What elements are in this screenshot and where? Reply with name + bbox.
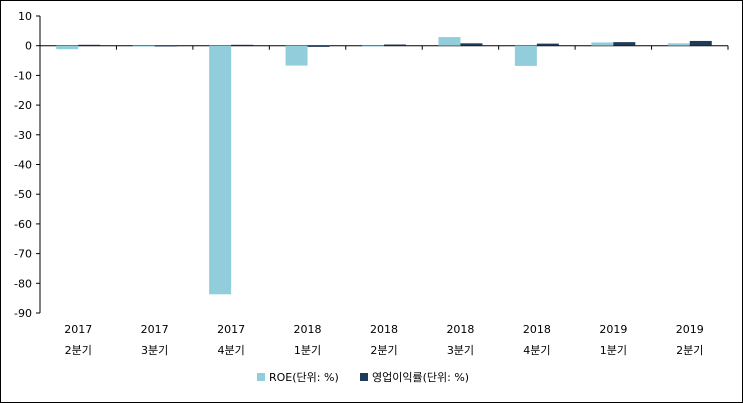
x-category-quarter: 3분기 — [141, 344, 168, 357]
y-tick-label: -70 — [14, 248, 32, 261]
bar — [362, 45, 384, 47]
y-tick-label: -50 — [14, 188, 32, 201]
x-category-quarter: 3분기 — [447, 344, 474, 357]
axes — [36, 15, 729, 314]
y-tick-label: -60 — [14, 218, 32, 231]
x-category-quarter: 2분기 — [65, 344, 92, 357]
y-tick-label: -10 — [14, 69, 32, 82]
x-category-year: 2017 — [64, 323, 92, 336]
x-category-year: 2018 — [294, 323, 322, 336]
x-category-quarter: 1분기 — [294, 344, 321, 357]
y-tick-label: -30 — [14, 129, 32, 142]
x-category-year: 2019 — [599, 323, 627, 336]
x-category-year: 2018 — [523, 323, 551, 336]
legend-label: ROE(단위: %) — [269, 371, 339, 384]
x-category-quarter: 4분기 — [217, 344, 244, 357]
bar — [460, 43, 483, 46]
bar — [591, 42, 614, 46]
y-tick-label: 10 — [18, 10, 32, 23]
y-tick-label: 0 — [25, 40, 32, 53]
y-tick-label: -80 — [14, 277, 32, 290]
bars — [56, 37, 712, 295]
bar — [438, 37, 461, 46]
legend-swatch — [257, 373, 265, 381]
bar — [285, 45, 308, 66]
bar — [307, 45, 330, 47]
legend-label: 영업이익률(단위: %) — [372, 371, 469, 384]
x-category-year: 2019 — [676, 323, 704, 336]
y-tick-labels: 10 0 -10 -20 -30 -40 -50 -60 -70 -80 -90 — [14, 10, 32, 320]
bar — [231, 44, 254, 46]
y-tick-label: -20 — [14, 99, 32, 112]
x-category-quarter: 2분기 — [370, 344, 397, 357]
x-category-year: 2018 — [446, 323, 474, 336]
x-category-year: 2017 — [217, 323, 245, 336]
bar — [384, 44, 406, 46]
bar — [56, 45, 79, 50]
bar — [667, 43, 690, 46]
y-tick-label: -90 — [14, 307, 32, 320]
bar — [209, 45, 232, 295]
x-category-year: 2017 — [141, 323, 169, 336]
bar — [689, 40, 712, 46]
bar — [536, 43, 559, 46]
x-category-quarter: 2분기 — [676, 344, 703, 357]
bar — [514, 45, 537, 66]
bar — [154, 45, 177, 47]
legend: ROE(단위: %) 영업이익률(단위: %) — [257, 371, 469, 384]
x-category-labels: 2017 2분기 2017 3분기 2017 4분기 2018 1분기 2018 2분기 2018 3… — [64, 323, 704, 357]
bar — [78, 44, 101, 46]
x-category-quarter: 1분기 — [600, 344, 627, 357]
bar — [132, 45, 155, 47]
x-category-quarter: 4분기 — [523, 344, 550, 357]
y-tick-label: -40 — [14, 159, 32, 172]
legend-swatch — [360, 373, 368, 381]
bar — [613, 42, 636, 46]
x-category-year: 2018 — [370, 323, 398, 336]
